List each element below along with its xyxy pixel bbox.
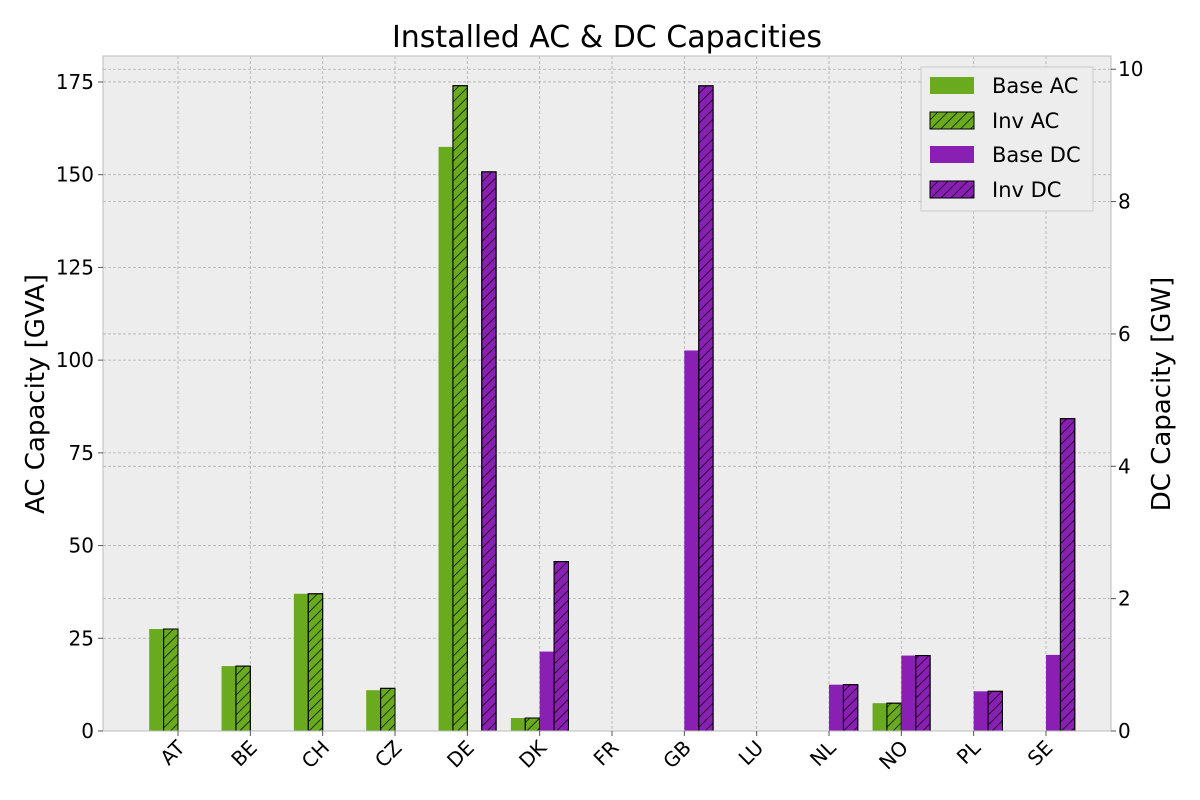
y-tick-label-left: 175 <box>56 70 94 94</box>
legend-label-inv-dc: Inv DC <box>992 178 1061 202</box>
x-tick-label: NO <box>874 736 913 775</box>
bar <box>293 593 309 731</box>
y-tick-label-left: 125 <box>56 255 94 279</box>
bar <box>1046 654 1061 731</box>
bar-hatch <box>307 593 324 732</box>
x-tick-label: CZ <box>370 736 407 773</box>
bar-hatch <box>842 684 859 732</box>
bar <box>539 651 555 731</box>
x-tick-label: GB <box>658 736 696 774</box>
bar-hatch <box>235 665 251 732</box>
bar <box>510 718 526 731</box>
y-tick-label-right: 6 <box>1118 322 1131 346</box>
bar-hatch <box>481 171 497 732</box>
y-tick-label-left: 50 <box>69 534 94 558</box>
bar-hatch <box>1059 418 1076 732</box>
x-tick-label: CH <box>297 736 334 773</box>
chart-title: Installed AC & DC Capacities <box>392 20 822 55</box>
y-tick-label-left: 100 <box>56 348 94 372</box>
bar <box>973 691 989 731</box>
y-axis-left-label: AC Capacity [GVA] <box>21 274 51 514</box>
bar-hatch <box>698 85 714 732</box>
x-tick-label: LU <box>734 736 769 771</box>
bar <box>438 146 453 732</box>
legend-swatch-inv-dc-hatch <box>929 180 975 199</box>
bar-hatch <box>915 655 931 732</box>
y-tick-label-right: 8 <box>1118 190 1131 214</box>
y-tick-label-left: 25 <box>69 626 94 650</box>
legend-label-base-ac: Base AC <box>992 74 1078 98</box>
bar <box>221 666 236 731</box>
y-tick-label-left: 150 <box>56 163 94 187</box>
x-tick-label: SE <box>1023 736 1058 771</box>
x-tick-label: DE <box>442 736 479 773</box>
bar-hatch <box>524 717 541 732</box>
plot-frame <box>102 55 1112 732</box>
bar <box>901 655 916 731</box>
x-tick-label: AT <box>155 735 190 770</box>
bar-hatch <box>380 687 396 732</box>
y-axis-right-label: DC Capacity [GW] <box>1147 277 1177 511</box>
bar <box>684 350 699 731</box>
bar <box>149 629 164 731</box>
legend: Base AC Inv AC Base DC Inv DC <box>920 66 1094 212</box>
legend-label-base-dc: Base DC <box>992 143 1081 167</box>
y-tick-label-right: 2 <box>1118 587 1131 611</box>
bar-hatch <box>886 702 902 732</box>
x-tick-label: DK <box>514 735 552 773</box>
bar-hatch <box>987 690 1003 732</box>
bar <box>829 684 844 731</box>
legend-swatch-base-ac <box>930 77 974 94</box>
bar <box>366 690 381 731</box>
y-tick-label-right: 10 <box>1118 57 1143 81</box>
legend-swatch-inv-ac-hatch <box>929 111 975 130</box>
y-tick-label-right: 0 <box>1118 719 1131 743</box>
x-tick-label: FR <box>589 735 624 770</box>
x-tick-label: BE <box>226 736 262 772</box>
bar-hatch <box>553 561 569 732</box>
legend-label-inv-ac: Inv AC <box>992 109 1059 133</box>
x-tick-label: PL <box>952 735 986 769</box>
bars <box>149 85 1076 732</box>
legend-swatch-base-dc <box>930 146 974 163</box>
x-tick-label: NL <box>805 735 841 771</box>
y-tick-label-left: 75 <box>69 441 94 465</box>
bar <box>872 703 887 731</box>
y-tick-label-left: 0 <box>81 719 94 743</box>
bar-hatch <box>452 85 468 732</box>
y-tick-label-right: 4 <box>1118 454 1131 478</box>
bar-hatch <box>163 628 179 732</box>
